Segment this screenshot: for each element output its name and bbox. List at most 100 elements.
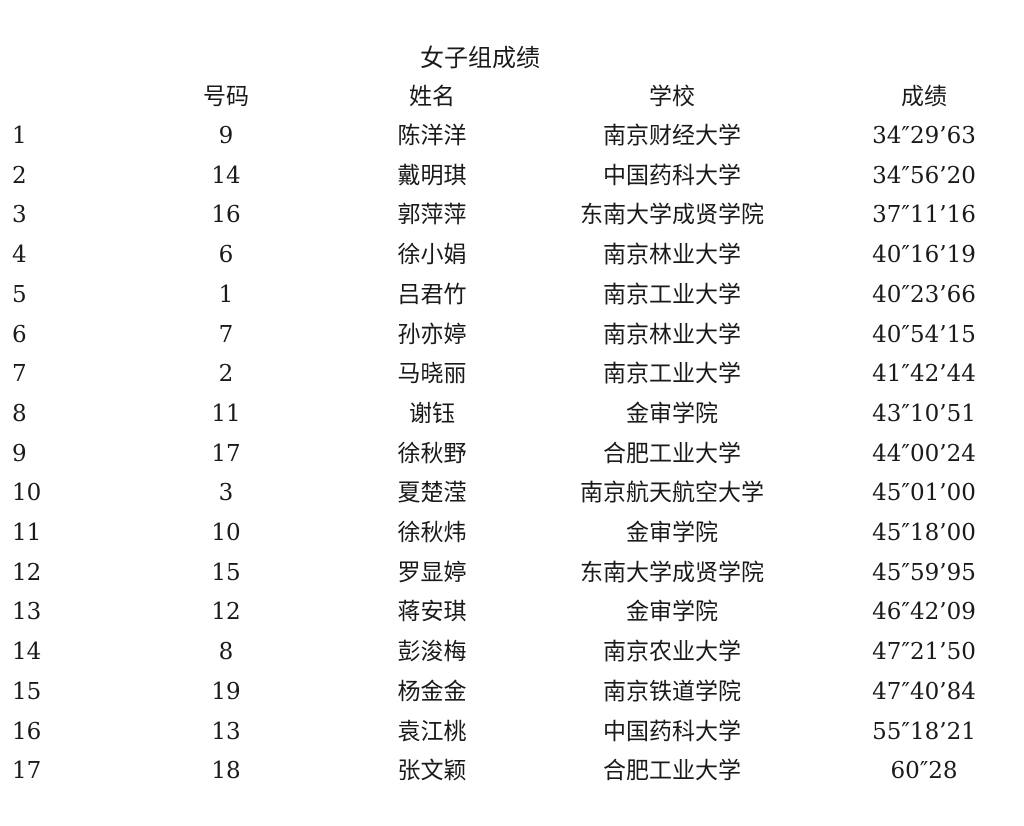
cell-name: 袁江桃 [397, 718, 467, 745]
cell-school: 南京林业大学 [603, 321, 741, 348]
cell-number: 8 [218, 639, 234, 666]
table-row: 10 3 夏楚滢 南京航天航空大学 45″01’00 [0, 473, 1024, 513]
cell-time: 41″42’44 [872, 361, 976, 388]
cell-rank: 10 [12, 480, 42, 507]
cell-school: 东南大学成贤学院 [580, 202, 764, 229]
cell-rank: 15 [12, 678, 42, 705]
table-row: 1 9 陈洋洋 南京财经大学 34″29’63 [0, 116, 1024, 156]
header-number: 号码 [203, 84, 249, 110]
cell-number: 12 [211, 599, 241, 626]
cell-rank: 12 [12, 559, 42, 586]
cell-number: 6 [218, 242, 234, 269]
header-time: 成绩 [901, 84, 947, 110]
cell-rank: 9 [12, 440, 27, 467]
table-row: 4 6 徐小娟 南京林业大学 40″16’19 [0, 235, 1024, 275]
cell-number: 3 [218, 480, 234, 507]
cell-rank: 3 [12, 202, 27, 229]
cell-name: 徐秋炜 [397, 520, 467, 546]
cell-rank: 5 [12, 281, 27, 308]
table-row: 16 13 袁江桃 中国药科大学 55″18’21 [0, 712, 1024, 752]
cell-school: 南京财经大学 [603, 123, 741, 149]
cell-number: 9 [218, 123, 234, 149]
cell-school: 南京农业大学 [603, 639, 741, 666]
cell-number: 16 [211, 202, 241, 229]
table-row: 3 16 郭萍萍 东南大学成贤学院 37″11’16 [0, 195, 1024, 235]
cell-school: 金审学院 [626, 400, 718, 427]
table-row: 6 7 孙亦婷 南京林业大学 40″54’15 [0, 315, 1024, 355]
cell-school: 合肥工业大学 [603, 440, 741, 467]
cell-time: 34″29’63 [872, 123, 976, 149]
cell-time: 55″18’21 [872, 718, 976, 745]
table-row: 11 10 徐秋炜 金审学院 45″18’00 [0, 513, 1024, 553]
cell-name: 徐小娟 [397, 242, 467, 269]
cell-rank: 2 [12, 162, 27, 189]
table-row: 17 18 张文颖 合肥工业大学 60″28 [0, 751, 1024, 791]
cell-number: 14 [211, 162, 241, 189]
table-row: 13 12 蒋安琪 金审学院 46″42’09 [0, 592, 1024, 632]
cell-rank: 7 [12, 361, 27, 388]
cell-time: 40″23’66 [872, 281, 976, 308]
cell-name: 陈洋洋 [397, 123, 467, 149]
cell-name: 徐秋野 [397, 440, 467, 467]
cell-time: 40″54’15 [872, 321, 976, 348]
table-row: 7 2 马晓丽 南京工业大学 41″42’44 [0, 354, 1024, 394]
table-row: 15 19 杨金金 南京铁道学院 47″40’84 [0, 672, 1024, 712]
cell-school: 中国药科大学 [603, 162, 741, 189]
cell-rank: 17 [12, 758, 42, 785]
cell-time: 46″42’09 [872, 599, 976, 626]
table-row: 9 17 徐秋野 合肥工业大学 44″00’24 [0, 434, 1024, 474]
cell-name: 杨金金 [397, 678, 467, 705]
cell-number: 11 [211, 400, 241, 427]
cell-time: 47″21’50 [872, 639, 976, 666]
cell-time: 34″56’20 [872, 162, 976, 189]
cell-number: 15 [211, 559, 241, 586]
cell-name: 蒋安琪 [397, 599, 467, 626]
cell-name: 马晓丽 [397, 361, 467, 388]
cell-school: 东南大学成贤学院 [580, 559, 764, 586]
cell-number: 19 [211, 678, 241, 705]
cell-time: 45″01’00 [872, 480, 976, 507]
cell-number: 17 [211, 440, 241, 467]
cell-number: 18 [211, 758, 241, 785]
cell-school: 金审学院 [626, 520, 718, 546]
cell-time: 47″40’84 [872, 678, 976, 705]
cell-rank: 11 [12, 520, 42, 546]
cell-number: 10 [211, 520, 241, 546]
cell-time: 44″00’24 [872, 440, 976, 467]
cell-rank: 8 [12, 400, 27, 427]
table-row: 5 1 吕君竹 南京工业大学 40″23’66 [0, 275, 1024, 315]
table-row: 8 11 谢钰 金审学院 43″10’51 [0, 394, 1024, 434]
cell-time: 45″59’95 [872, 559, 976, 586]
header-name: 姓名 [409, 84, 455, 110]
cell-time: 60″28 [890, 758, 958, 785]
cell-name: 谢钰 [409, 400, 455, 427]
cell-school: 南京林业大学 [603, 242, 741, 269]
table-row: 12 15 罗显婷 东南大学成贤学院 45″59’95 [0, 553, 1024, 593]
cell-time: 40″16’19 [872, 242, 976, 269]
cell-school: 中国药科大学 [603, 718, 741, 745]
cell-number: 13 [211, 718, 241, 745]
cell-name: 郭萍萍 [397, 202, 467, 229]
cell-name: 罗显婷 [397, 559, 467, 586]
header-school: 学校 [649, 84, 695, 110]
cell-school: 合肥工业大学 [603, 758, 741, 785]
page-title: 女子组成绩 [420, 44, 540, 72]
table-header: 号码 姓名 学校 成绩 [0, 77, 1024, 117]
cell-name: 吕君竹 [397, 281, 467, 308]
cell-school: 南京航天航空大学 [580, 480, 764, 507]
cell-time: 37″11’16 [872, 202, 976, 229]
table-row: 2 14 戴明琪 中国药科大学 34″56’20 [0, 156, 1024, 196]
cell-rank: 13 [12, 599, 42, 626]
cell-time: 45″18’00 [872, 520, 976, 546]
cell-school: 金审学院 [626, 599, 718, 626]
cell-rank: 16 [12, 718, 42, 745]
cell-number: 2 [218, 361, 234, 388]
cell-rank: 1 [12, 123, 27, 149]
cell-name: 孙亦婷 [397, 321, 467, 348]
cell-rank: 14 [12, 639, 42, 666]
cell-number: 1 [218, 281, 234, 308]
cell-number: 7 [218, 321, 234, 348]
cell-name: 彭浚梅 [397, 639, 467, 666]
cell-rank: 4 [12, 242, 27, 269]
table-row: 14 8 彭浚梅 南京农业大学 47″21’50 [0, 632, 1024, 672]
